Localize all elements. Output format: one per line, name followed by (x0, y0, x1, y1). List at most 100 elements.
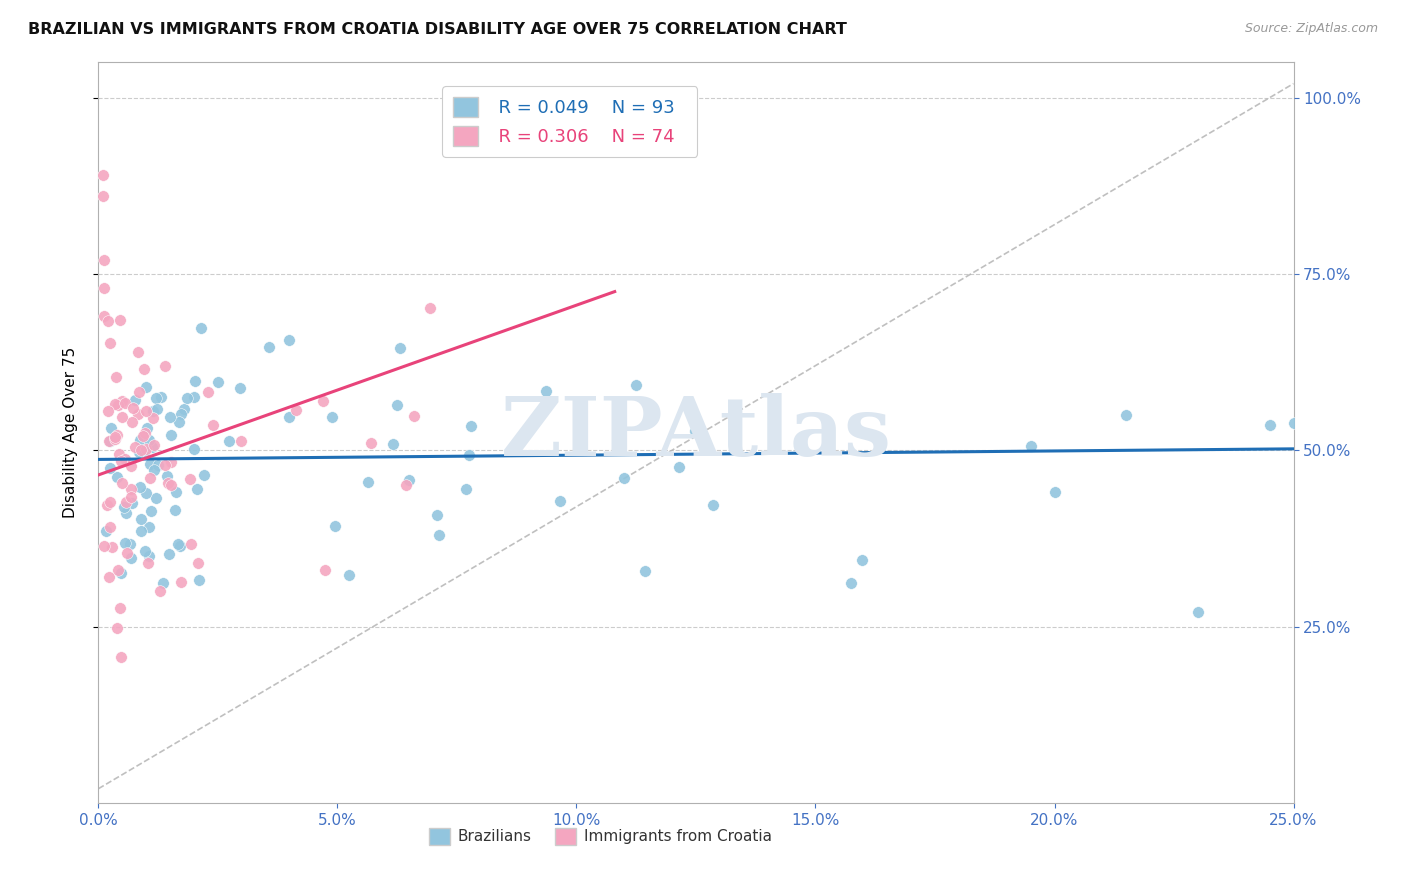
Point (134, 362, 156, 376)
Point (278, 333, 301, 347)
Point (139, 457, 162, 471)
Point (186, 482, 208, 496)
Point (107, 398, 129, 412)
Point (136, 421, 159, 435)
Point (96, 498, 118, 512)
Point (197, 384, 219, 399)
Point (159, 409, 181, 424)
Point (156, 469, 179, 483)
Point (129, 442, 152, 457)
Point (149, 584, 172, 599)
Point (613, 471, 636, 485)
Point (668, 459, 690, 474)
Point (120, 490, 142, 504)
Point (176, 391, 198, 405)
Point (108, 600, 131, 615)
Point (135, 442, 157, 456)
Point (839, 576, 862, 591)
Point (120, 459, 142, 474)
Point (134, 425, 156, 440)
Point (127, 344, 149, 359)
Point (108, 313, 131, 327)
Point (1187, 606, 1209, 620)
Text: ZIPAtlas: ZIPAtlas (501, 392, 891, 473)
Point (360, 436, 382, 450)
Point (257, 340, 280, 354)
Point (98, 495, 121, 509)
Point (1306, 373, 1329, 387)
Point (129, 480, 152, 494)
Point (395, 478, 418, 492)
Point (145, 392, 167, 406)
Point (104, 397, 127, 411)
Point (129, 512, 152, 526)
Point (131, 524, 153, 539)
Point (94, 524, 117, 538)
Point (634, 564, 657, 578)
Point (128, 384, 150, 399)
Point (169, 539, 191, 553)
Point (114, 452, 136, 467)
Point (193, 467, 215, 482)
Point (357, 475, 380, 489)
Point (457, 448, 479, 462)
Point (146, 401, 169, 416)
Y-axis label: Disability Age Over 75: Disability Age Over 75 (63, 347, 77, 518)
Point (165, 484, 187, 499)
Point (122, 401, 145, 415)
Point (138, 520, 160, 534)
Point (97, 314, 120, 328)
Point (110, 566, 132, 580)
Point (105, 470, 128, 484)
Point (153, 458, 176, 472)
Point (120, 550, 142, 565)
Point (385, 398, 408, 412)
Point (536, 384, 558, 398)
Point (142, 404, 165, 418)
Point (702, 498, 724, 512)
Point (460, 419, 482, 434)
Legend: Brazilians, Immigrants from Croatia: Brazilians, Immigrants from Croatia (423, 822, 778, 851)
Point (454, 482, 477, 496)
Point (218, 434, 240, 448)
Point (124, 440, 146, 454)
Point (138, 470, 160, 484)
Point (1330, 252, 1353, 267)
Point (179, 472, 201, 486)
Point (183, 374, 205, 388)
Point (104, 432, 127, 446)
Point (111, 476, 134, 491)
Point (120, 537, 142, 551)
Point (134, 543, 156, 558)
Point (107, 563, 129, 577)
Point (419, 301, 441, 315)
Point (93, 189, 115, 203)
Text: Source: ZipAtlas.com: Source: ZipAtlas.com (1244, 22, 1378, 36)
Point (190, 320, 212, 334)
Point (155, 359, 177, 373)
Point (381, 436, 404, 450)
Point (120, 482, 142, 496)
Point (202, 417, 225, 432)
Point (427, 528, 450, 542)
Point (278, 410, 301, 425)
Point (98, 336, 121, 351)
Point (323, 518, 346, 533)
Point (93, 252, 115, 267)
Point (124, 392, 146, 407)
Point (187, 556, 209, 570)
Point (337, 567, 360, 582)
Point (170, 408, 193, 422)
Point (1115, 408, 1137, 422)
Point (93, 310, 115, 324)
Point (105, 369, 128, 384)
Point (105, 621, 128, 635)
Text: BRAZILIAN VS IMMIGRANTS FROM CROATIA DISABILITY AGE OVER 75 CORRELATION CHART: BRAZILIAN VS IMMIGRANTS FROM CROATIA DIS… (28, 22, 846, 37)
Point (229, 434, 252, 448)
Point (100, 421, 122, 435)
Point (148, 458, 170, 472)
Point (114, 396, 136, 410)
Point (104, 430, 127, 444)
Point (93, 539, 115, 553)
Point (121, 496, 143, 510)
